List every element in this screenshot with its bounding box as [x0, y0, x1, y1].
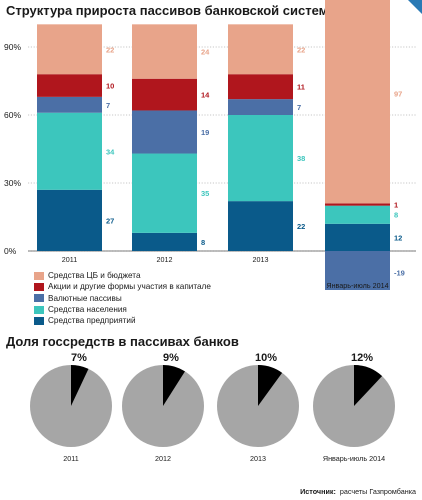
- x-tick-label: Январь-июль 2014: [326, 281, 388, 290]
- y-tick-label: 30%: [4, 178, 21, 188]
- data-label: 35: [201, 189, 209, 198]
- data-label: 22: [297, 45, 305, 54]
- legend-label: Акции и другие формы участия в капитале: [48, 282, 211, 292]
- data-label: 19: [201, 128, 209, 137]
- bar-segment: [132, 24, 197, 79]
- data-label: -19: [394, 269, 405, 278]
- bar-segment: [132, 153, 197, 233]
- pie-value-label: 7%: [71, 352, 87, 364]
- pie-value-label: 10%: [255, 352, 277, 364]
- bar-segment: [132, 78, 197, 111]
- data-label: 14: [201, 91, 210, 100]
- bar-segment: [37, 189, 102, 251]
- bar-segment: [37, 24, 102, 75]
- bar-chart-title: Структура прироста пассивов банковской с…: [6, 3, 340, 18]
- data-label: 7: [106, 101, 110, 110]
- source-text: расчеты Газпромбанка: [339, 487, 416, 496]
- legend-label: Средства ЦБ и бюджета: [48, 271, 141, 280]
- y-tick-label: 60%: [4, 110, 21, 120]
- data-label: 12: [394, 233, 402, 242]
- legend-item: Средства ЦБ и бюджета: [34, 270, 211, 281]
- pie-category-label: 2011: [63, 454, 78, 463]
- legend-label: Валютные пассивы: [48, 293, 122, 303]
- legend-item: Акции и другие формы участия в капитале: [34, 281, 211, 292]
- bar-segment: [325, 251, 390, 290]
- bar-segment: [228, 74, 293, 100]
- bar-segment: [37, 112, 102, 190]
- stacked-bar-chart: 0%30%60%90%120%2734710222011835191424201…: [4, 0, 416, 290]
- bar-segment: [37, 96, 102, 113]
- data-label: 22: [297, 222, 305, 231]
- data-label: 34: [106, 147, 115, 156]
- pie-chart-title: Доля госсредств в пассивах банков: [6, 334, 239, 349]
- data-label: 24: [201, 48, 210, 57]
- y-tick-label: 90%: [4, 42, 21, 52]
- data-label: 8: [201, 238, 205, 247]
- pie-slice-state: [163, 365, 185, 406]
- source-label: Источник:: [300, 487, 336, 496]
- bar-segment: [228, 115, 293, 202]
- pie-value-label: 12%: [351, 352, 373, 364]
- pie-category-label: 2012: [155, 454, 171, 463]
- bar-segment: [132, 232, 197, 251]
- data-label: 1: [394, 201, 398, 210]
- legend-item: Средства населения: [34, 304, 211, 315]
- x-tick-label: 2011: [62, 255, 77, 264]
- legend-item: Средства предприятий: [34, 315, 211, 326]
- source-note: Источник: расчеты Газпромбанка: [300, 487, 416, 496]
- bar-segment: [325, 0, 390, 204]
- pie-charts: 7% 2011 9% 2012 10% 2013 12% Январь-июль 2014: [30, 352, 395, 463]
- x-tick-label: 2012: [157, 255, 173, 264]
- data-label: 7: [297, 103, 301, 112]
- pie-slice-state: [71, 365, 89, 406]
- data-label: 97: [394, 89, 402, 98]
- bar-segment: [228, 201, 293, 251]
- y-tick-label: 0%: [4, 246, 17, 256]
- corner-accent: [408, 0, 422, 14]
- legend-swatch: [34, 305, 44, 314]
- bar-segment: [132, 110, 197, 154]
- pie-category-label: Январь-июль 2014: [323, 454, 385, 463]
- legend-swatch: [34, 282, 44, 291]
- pie-slice-state: [354, 365, 383, 406]
- legend-item: Валютные пассивы: [34, 293, 211, 304]
- bar-segment: [37, 74, 102, 97]
- legend-swatch: [34, 294, 44, 303]
- data-label: 8: [394, 211, 398, 220]
- data-label: 11: [297, 83, 305, 92]
- legend-swatch: [34, 271, 44, 280]
- data-label: 10: [106, 82, 114, 91]
- data-label: 38: [297, 154, 305, 163]
- data-label: 27: [106, 216, 114, 225]
- bar-segment: [228, 24, 293, 75]
- pie-category-label: 2013: [250, 454, 266, 463]
- pie-value-label: 9%: [163, 352, 179, 364]
- x-tick-label: 2013: [253, 255, 269, 264]
- pie-slice-state: [258, 365, 283, 406]
- data-label: 22: [106, 45, 114, 54]
- bar-chart-legend: Средства ЦБ и бюджета Акции и другие форм…: [34, 270, 211, 326]
- bar-segment: [325, 223, 390, 251]
- bar-segment: [228, 99, 293, 115]
- bar-segment: [325, 205, 390, 224]
- legend-swatch: [34, 316, 44, 325]
- legend-label: Средства населения: [48, 304, 127, 314]
- bar-segment: [325, 203, 390, 206]
- legend-label: Средства предприятий: [48, 316, 136, 326]
